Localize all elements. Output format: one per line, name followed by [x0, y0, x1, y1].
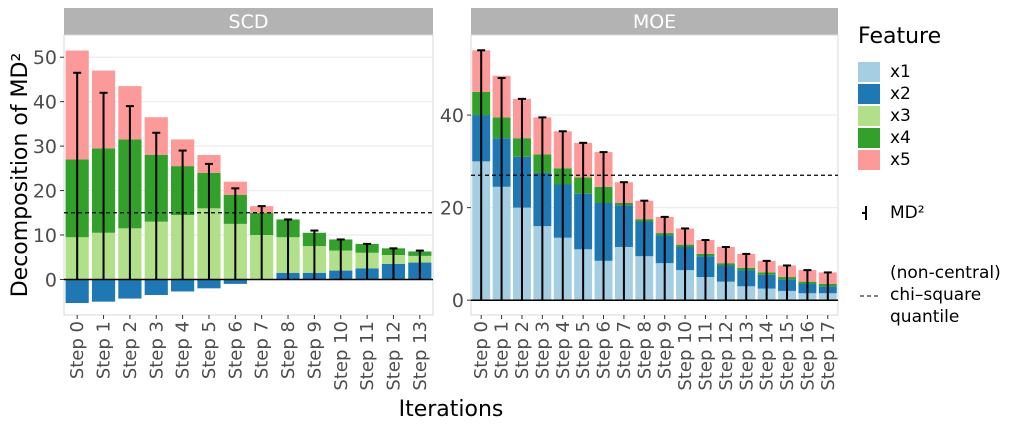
- panel-title: MOE: [633, 11, 676, 33]
- bar-segment: [223, 279, 247, 284]
- y-tick-label: 20: [440, 198, 464, 220]
- legend-title: Feature: [858, 24, 942, 49]
- panel-title: SCD: [229, 11, 269, 33]
- bar-segment: [118, 279, 142, 299]
- x-tick-label: Step 6: [594, 321, 615, 379]
- legend-label: x1: [890, 62, 911, 82]
- strip: [64, 8, 433, 35]
- legend-label: x5: [890, 150, 911, 170]
- y-tick-label: 30: [33, 136, 57, 158]
- legend-label: x4: [890, 128, 911, 148]
- x-tick-label: Step 14: [757, 321, 778, 391]
- x-tick-label: Step 11: [357, 321, 378, 391]
- x-tick-label: Step 4: [173, 321, 194, 379]
- x-tick-label: Step 9: [655, 321, 676, 379]
- x-tick-label: Step 3: [146, 321, 167, 379]
- y-tick-label: 10: [33, 225, 57, 247]
- bar-segment: [91, 279, 116, 302]
- x-axis-title: Iterations: [399, 397, 504, 422]
- x-tick-label: Step 2: [512, 321, 533, 379]
- x-tick-label: Step 0: [471, 321, 492, 379]
- bar-segment: [171, 279, 195, 292]
- legend-item: x5: [858, 150, 911, 170]
- x-tick-label: Step 10: [675, 321, 696, 391]
- legend-swatch: [858, 62, 880, 82]
- y-tick-label: 20: [33, 181, 57, 203]
- x-tick-label: Step 9: [304, 321, 325, 379]
- x-tick-label: Step 12: [383, 321, 404, 391]
- x-tick-label: Step 13: [410, 321, 431, 391]
- x-tick-label: Step 5: [199, 321, 220, 379]
- legend-item: x3: [858, 106, 911, 126]
- x-tick-label: Step 0: [67, 321, 88, 379]
- legend-swatch: [858, 84, 880, 104]
- x-tick-label: Step 15: [777, 321, 798, 391]
- x-tick-label: Step 11: [695, 321, 716, 391]
- legend-item: x2: [858, 84, 911, 104]
- legend-label: x3: [890, 106, 911, 126]
- x-tick-label: Step 7: [614, 321, 635, 379]
- x-tick-label: Step 13: [736, 321, 757, 391]
- legend-swatch: [858, 106, 880, 126]
- bar-segment: [65, 279, 89, 303]
- strip: [471, 8, 838, 35]
- y-tick-label: 40: [33, 92, 57, 114]
- legend-label: MD²: [890, 203, 925, 223]
- x-tick-label: Step 17: [818, 321, 839, 391]
- legend-item: x1: [858, 62, 911, 82]
- y-axis-title: Decomposition of MD²: [8, 53, 33, 298]
- legend-label: (non-central) chi–square quantile: [890, 263, 1001, 327]
- x-tick-label: Step 1: [94, 321, 115, 379]
- x-tick-label: Step 4: [553, 321, 574, 379]
- y-tick-label: 0: [45, 269, 57, 291]
- x-tick-label: Step 16: [797, 321, 818, 391]
- legend-swatch: [858, 150, 880, 170]
- x-tick-label: Step 8: [278, 321, 299, 379]
- x-tick-label: Step 6: [225, 321, 246, 379]
- x-tick-label: Step 7: [252, 321, 273, 379]
- x-tick-label: Step 5: [573, 321, 594, 379]
- bar-segment: [144, 279, 168, 295]
- legend-item: x4: [858, 128, 911, 148]
- bar-segment: [197, 279, 221, 289]
- y-tick-label: 0: [452, 290, 464, 312]
- x-tick-label: Step 1: [492, 321, 513, 379]
- legend-label: x2: [890, 84, 911, 104]
- x-tick-label: Step 3: [532, 321, 553, 379]
- x-tick-label: Step 12: [716, 321, 737, 391]
- x-tick-label: Step 2: [120, 321, 141, 379]
- y-tick-label: 40: [440, 105, 464, 127]
- x-tick-label: Step 8: [634, 321, 655, 379]
- legend-swatch: [858, 128, 880, 148]
- x-tick-label: Step 10: [331, 321, 352, 391]
- y-tick-label: 50: [33, 47, 57, 69]
